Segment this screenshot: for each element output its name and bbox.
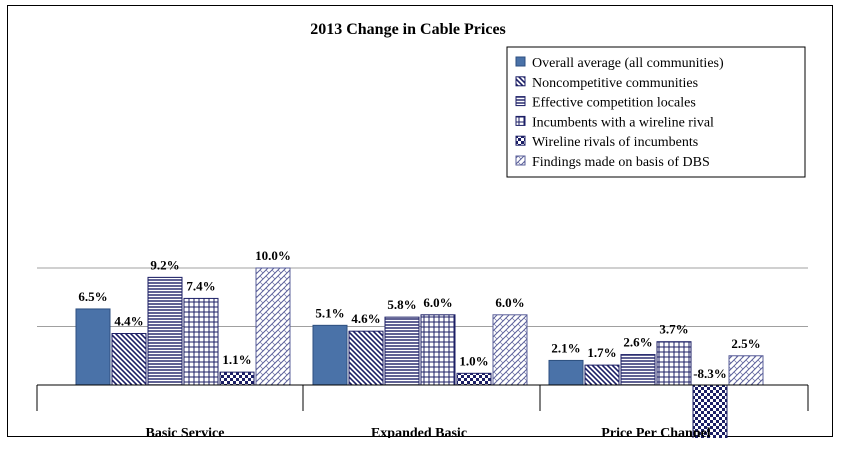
- bar: [147, 276, 183, 386]
- bar: [255, 267, 291, 386]
- data-label: 5.8%: [387, 297, 416, 312]
- data-label: 1.1%: [222, 352, 251, 367]
- legend-swatch: [515, 96, 526, 107]
- bars: [75, 267, 764, 438]
- bar: [348, 330, 384, 386]
- bar: [456, 372, 492, 386]
- legend-label: Effective competition locales: [532, 96, 696, 111]
- legend-swatch: [515, 115, 526, 126]
- data-label: -8.3%: [693, 366, 727, 381]
- legend-label: Noncompetitive communities: [532, 76, 698, 91]
- bar: [384, 316, 420, 386]
- data-label: 2.1%: [551, 340, 580, 355]
- category-label: Price Per Channel: [601, 426, 710, 438]
- legend-label: Overall average (all communities): [532, 56, 724, 71]
- bar: [692, 384, 728, 438]
- bar: [312, 324, 348, 386]
- data-labels: 6.5% 5.1% 2.1% 4.4% 4.6% 1.7% 9.2% 5.8% 2.6% 7.4%…: [78, 248, 760, 381]
- legend-swatch: [515, 155, 526, 166]
- bar: [75, 308, 111, 386]
- legend-swatch: [515, 135, 526, 146]
- data-label: 9.2%: [150, 257, 179, 272]
- legend-swatch: [515, 56, 526, 67]
- bar: [111, 333, 147, 386]
- bar: [728, 355, 764, 386]
- category-label: Expanded Basic: [371, 426, 467, 438]
- x-axis: [36, 384, 809, 411]
- bar: [219, 371, 255, 386]
- category-labels: Basic Service Expanded Basic Price Per Cha…: [146, 426, 711, 438]
- data-label: 6.5%: [78, 289, 107, 304]
- bar: [420, 314, 456, 386]
- data-label: 4.4%: [114, 314, 143, 329]
- data-label: 6.0%: [495, 295, 524, 310]
- data-label: 2.6%: [623, 335, 652, 350]
- data-label: 1.0%: [459, 353, 488, 368]
- data-label: 3.7%: [659, 322, 688, 337]
- legend-swatch: [515, 76, 526, 87]
- data-label: 7.4%: [186, 278, 215, 293]
- data-label: 6.0%: [423, 295, 452, 310]
- data-label: 4.6%: [351, 311, 380, 326]
- data-label: 2.5%: [731, 336, 760, 351]
- legend-box: [506, 46, 806, 178]
- chart-frame: 2013 Change in Cable Prices 6.5% 5.1% 2.1%…: [7, 5, 833, 438]
- legend: Overall average (all communities) Noncomp…: [506, 46, 806, 178]
- category-label: Basic Service: [146, 426, 225, 438]
- legend-label: Findings made on basis of DBS: [532, 155, 710, 170]
- data-label: 5.1%: [315, 305, 344, 320]
- data-label: 1.7%: [587, 345, 616, 360]
- data-label: 10.0%: [255, 248, 291, 263]
- bar: [492, 314, 528, 386]
- bar: [548, 359, 584, 386]
- chart-title: 2013 Change in Cable Prices: [310, 21, 506, 38]
- bar: [183, 297, 219, 386]
- bar: [584, 364, 620, 386]
- legend-label: Incumbents with a wireline rival: [532, 115, 714, 130]
- legend-label: Wireline rivals of incumbents: [532, 135, 698, 150]
- bar: [656, 341, 692, 386]
- bar: [620, 354, 656, 386]
- chart: 2013 Change in Cable Prices 6.5% 5.1% 2.1%…: [36, 21, 809, 438]
